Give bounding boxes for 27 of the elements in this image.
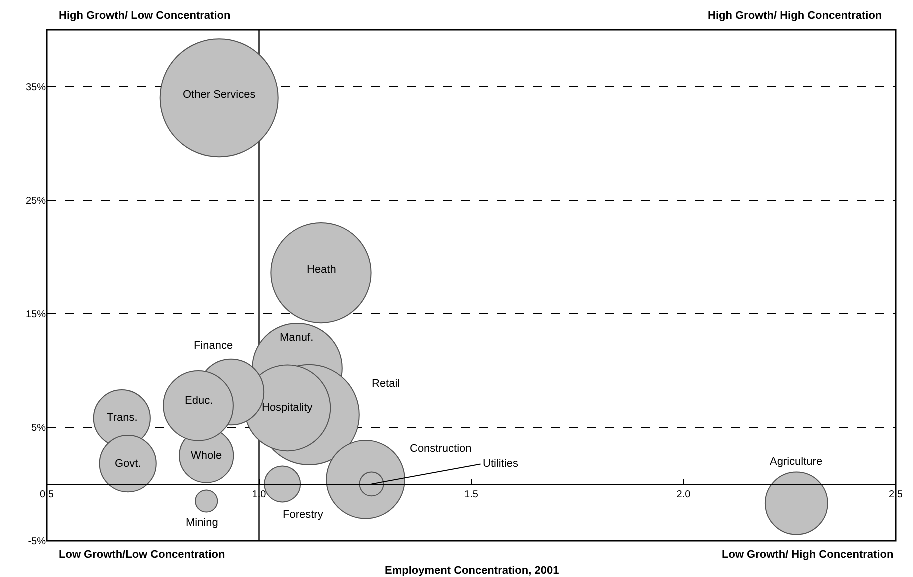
series-label: Trans. (107, 412, 138, 424)
text: Low Growth/ High Concentration (722, 549, 894, 561)
x-tick-label: 2.0 (676, 489, 692, 500)
series-label: Construction (410, 443, 472, 455)
series-label: Other Services (183, 89, 256, 101)
series-label: Manuf. (280, 332, 314, 344)
series-label: Finance (194, 340, 234, 352)
text: Utilities (483, 458, 519, 470)
series-label: Mining (186, 517, 218, 529)
y-tick-label: 35% (26, 82, 46, 94)
text: High Growth/ High Concentration (708, 10, 882, 22)
x-axis-title: Employment Concentration, 2001 (385, 565, 560, 577)
text: High Growth/ Low Concentration (59, 10, 231, 22)
text: Low Growth/Low Concentration (59, 549, 226, 561)
series-label: Whole (191, 450, 222, 462)
y-tick-label: 15% (26, 309, 46, 320)
series-label: Forestry (283, 509, 324, 521)
series-label: Educ. (185, 395, 214, 407)
y-tick-label: 25% (26, 196, 46, 207)
series-label: Heath (307, 264, 336, 276)
x-tick-label: 1.5 (464, 489, 479, 500)
series-label: Hospitality (262, 402, 314, 414)
y-tick-label: 5% (32, 422, 46, 434)
series-label: Retail (372, 378, 400, 390)
series-label: Govt. (115, 458, 142, 470)
y-tick-label: -5% (28, 536, 46, 548)
series-label: Agriculture (770, 456, 823, 468)
